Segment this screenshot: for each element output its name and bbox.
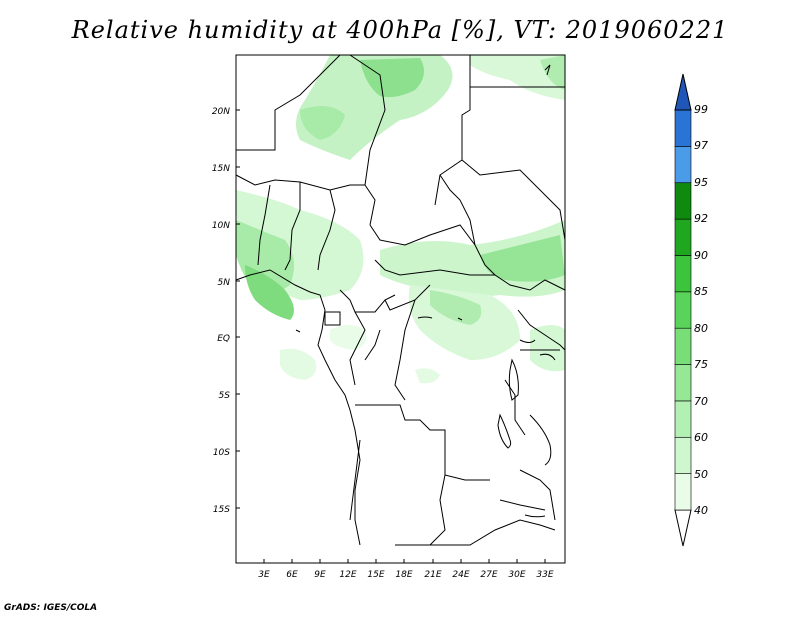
colorbar-segment: [674, 255, 692, 293]
lat-label-20n: 20N: [212, 107, 230, 117]
map-frame: [235, 54, 566, 564]
colorbar-max-triangle: [674, 73, 692, 111]
colorbar-label-75: 75: [694, 358, 708, 371]
colorbar-segment: [674, 291, 692, 329]
colorbar-label-92: 92: [694, 212, 708, 225]
colorbar-segment: [674, 218, 692, 256]
lon-label-30e: 30E: [508, 570, 525, 580]
colorbar-label-60: 60: [694, 431, 708, 444]
lat-label-10n: 10N: [212, 221, 230, 231]
colorbar-segment: [674, 109, 692, 147]
colorbar-segment: [674, 436, 692, 474]
lat-label-15n: 15N: [212, 164, 230, 174]
lon-label-12e: 12E: [339, 570, 356, 580]
lon-label-18e: 18E: [395, 570, 412, 580]
colorbar-label-97: 97: [694, 139, 708, 152]
lon-label-6e: 6E: [286, 570, 298, 580]
lon-label-9e: 9E: [314, 570, 326, 580]
colorbar-segment: [674, 327, 692, 365]
colorbar: [674, 73, 692, 547]
country-boundaries: [235, 54, 566, 546]
colorbar-segment: [674, 364, 692, 402]
lon-label-24e: 24E: [452, 570, 469, 580]
longitude-axis: 3E 6E 9E 12E 15E 18E 21E 24E 27E 30E 33E: [258, 570, 554, 580]
colorbar-segment: [674, 400, 692, 438]
colorbar-min-triangle: [674, 509, 692, 547]
lon-label-3e: 3E: [258, 570, 270, 580]
lon-label-33e: 33E: [536, 570, 553, 580]
lon-label-15e: 15E: [367, 570, 384, 580]
colorbar-segment: [674, 182, 692, 220]
lon-label-21e: 21E: [424, 570, 441, 580]
colorbar-label-90: 90: [694, 249, 708, 262]
colorbar-labels: 99 97 95 92 90 85 80 75 70 60 50 40: [694, 103, 708, 517]
colorbar-label-40: 40: [694, 504, 708, 517]
colorbar-label-95: 95: [694, 176, 708, 189]
colorbar-segment: [674, 473, 692, 511]
colorbar-label-80: 80: [694, 322, 708, 335]
colorbar-segment: [674, 146, 692, 184]
map-title: Relative humidity at 400hPa [%], VT: 201…: [71, 16, 729, 44]
colorbar-label-70: 70: [694, 395, 708, 408]
lat-label-5n: 5N: [218, 278, 231, 288]
colorbar-label-50: 50: [694, 468, 708, 481]
grads-credit: GrADS: IGES/COLA: [4, 603, 98, 613]
colorbar-label-85: 85: [694, 285, 708, 298]
lat-label-10s: 10S: [213, 448, 230, 458]
lat-label-15s: 15S: [213, 505, 230, 515]
latitude-axis: 20N 15N 10N 5N EQ 5S 10S 15S: [212, 107, 230, 515]
lat-label-eq: EQ: [217, 334, 230, 344]
colorbar-label-99: 99: [694, 103, 708, 116]
lat-label-5s: 5S: [219, 391, 231, 401]
lon-label-27e: 27E: [480, 570, 497, 580]
